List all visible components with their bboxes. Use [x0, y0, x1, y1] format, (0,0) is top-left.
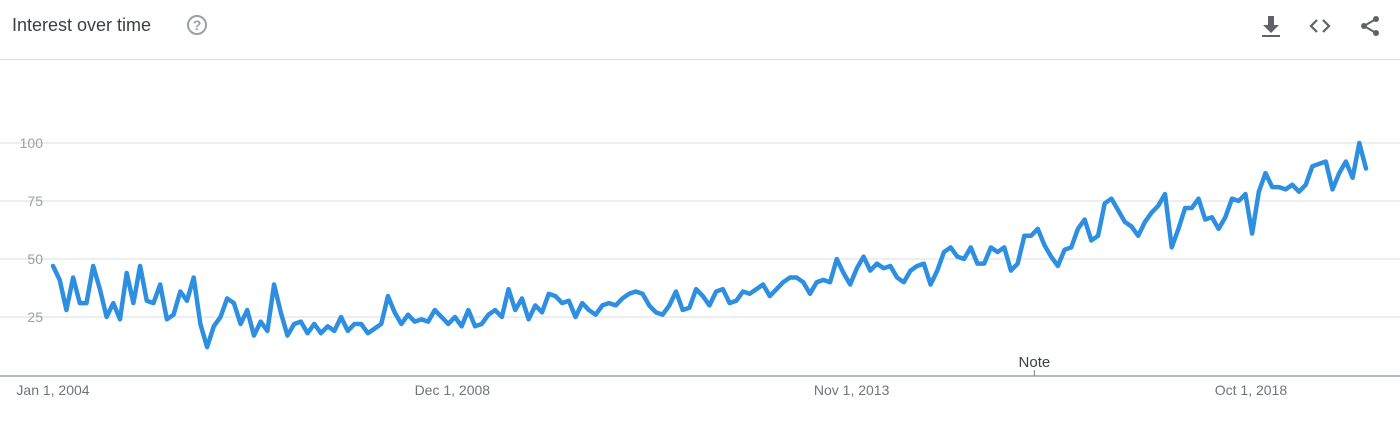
download-icon[interactable]: [1259, 14, 1283, 38]
x-tick-label: Dec 1, 2008: [415, 382, 491, 398]
y-tick-label: 100: [20, 135, 44, 151]
x-tick-label: Nov 1, 2013: [814, 382, 890, 398]
embed-icon[interactable]: [1308, 14, 1332, 38]
x-tick-label: Jan 1, 2004: [16, 382, 89, 398]
chart-header: Interest over time ?: [0, 0, 1400, 60]
y-tick-label: 75: [27, 193, 43, 209]
help-icon[interactable]: ?: [187, 15, 207, 35]
y-axis-ticks: 25 50 75 100: [20, 135, 44, 325]
y-tick-label: 50: [27, 251, 43, 267]
interest-line-chart: 25 50 75 100 Jan 1, 2004 Dec 1, 2008 Nov 1, 2…: [0, 135, 1400, 398]
x-tick-label: Oct 1, 2018: [1215, 382, 1288, 398]
share-icon[interactable]: [1358, 14, 1382, 38]
gridlines: [0, 142, 1400, 318]
data-points: [52, 142, 1367, 348]
x-axis-ticks: Jan 1, 2004 Dec 1, 2008 Nov 1, 2013 Oct 1, …: [16, 382, 1287, 398]
chart-title: Interest over time: [12, 15, 152, 35]
note-label[interactable]: Note: [1019, 354, 1051, 371]
note-annotation: Note: [1019, 354, 1051, 376]
y-tick-label: 25: [27, 309, 43, 325]
